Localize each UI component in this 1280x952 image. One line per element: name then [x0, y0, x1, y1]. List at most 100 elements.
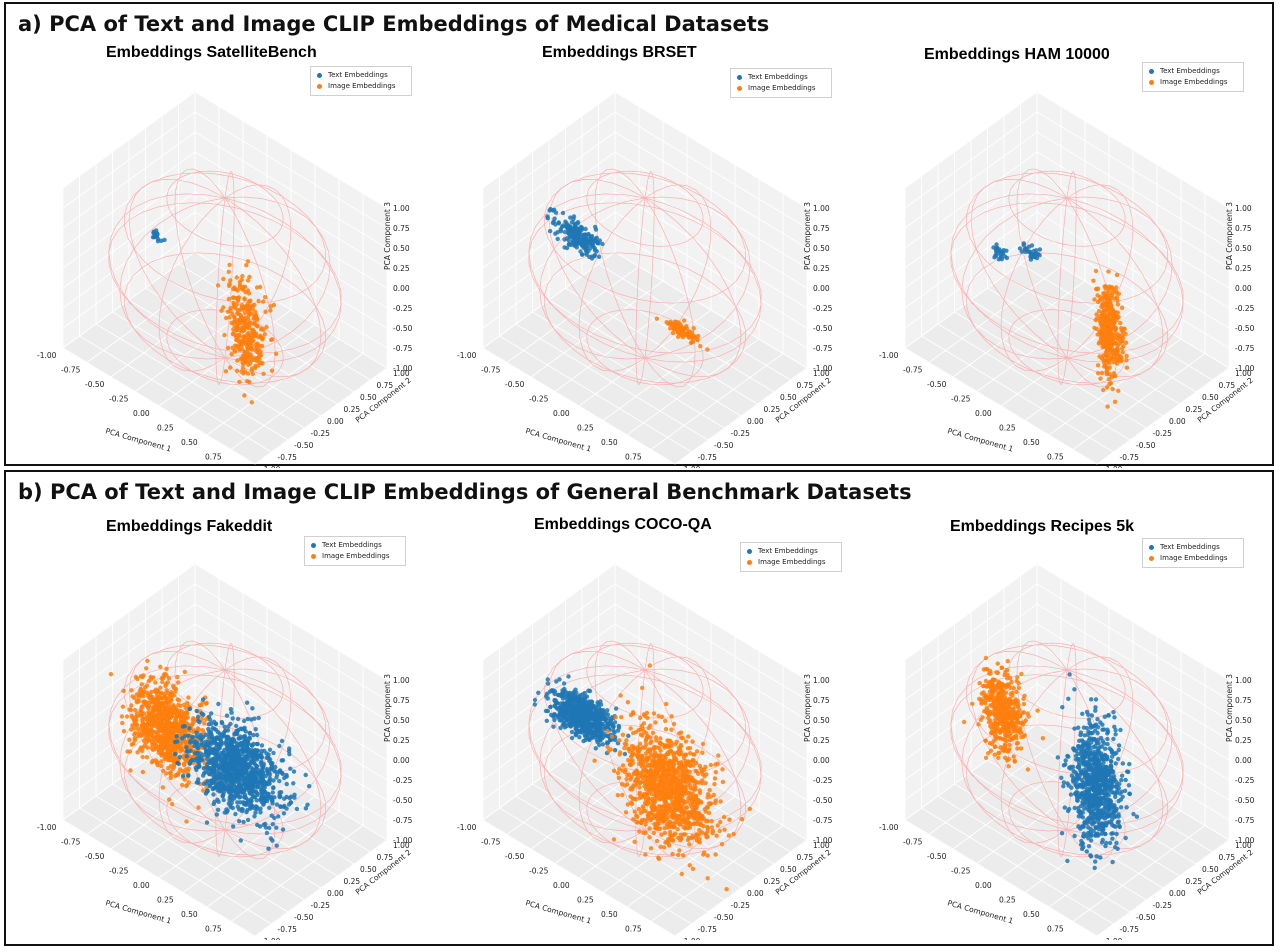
scatter-point [654, 738, 659, 743]
scatter-point [686, 795, 691, 801]
scatter-point [254, 798, 259, 803]
scatter-point [246, 291, 252, 296]
y-tick-label: 0.75 [377, 381, 394, 390]
legend-label: Image Embeddings [748, 84, 816, 92]
scatter-point [196, 777, 201, 782]
scatter-point [250, 328, 256, 334]
scatter-point [214, 812, 219, 817]
scatter-point [174, 734, 179, 739]
chart-panel: -1.00-1.00-1.00-0.75-0.75-0.75-0.50-0.50… [430, 510, 842, 940]
scatter-point [705, 347, 710, 352]
scatter-point [691, 807, 696, 813]
scatter-point [221, 797, 226, 803]
scatter-point [692, 816, 697, 821]
scatter-point [190, 721, 195, 726]
scatter-point [259, 326, 264, 331]
scatter-point [552, 691, 557, 697]
scatter-point [214, 774, 219, 779]
legend-label: Image Embeddings [328, 82, 396, 90]
scatter-point [1100, 325, 1106, 331]
scatter-point [225, 741, 231, 747]
y-tick-label: -1.00 [1103, 465, 1123, 468]
scatter-point [164, 666, 169, 672]
scatter-point [605, 708, 610, 713]
scatter-point [262, 748, 267, 754]
scatter-point [168, 770, 173, 775]
scatter-point [242, 328, 247, 333]
scatter-point [1120, 350, 1125, 355]
scatter-point [220, 721, 225, 726]
scatter-point [594, 235, 599, 240]
y-tick-label: 0.75 [1219, 381, 1236, 390]
y-tick-label: -0.75 [698, 453, 718, 462]
scatter-point [593, 224, 598, 230]
scatter-point [157, 720, 163, 725]
scatter-point [178, 714, 183, 719]
series-text-embeddings [545, 206, 605, 261]
scatter-point [242, 297, 247, 302]
scatter-point [264, 755, 269, 760]
scatter-point [142, 724, 147, 729]
scatter-point [715, 823, 720, 828]
scatter-point [269, 368, 275, 373]
x-tick-label: -0.25 [109, 867, 129, 876]
scatter-point [228, 365, 233, 370]
scatter-point [670, 773, 676, 778]
scatter-point [658, 736, 663, 741]
scatter-point [636, 806, 642, 812]
scatter-point [651, 807, 656, 813]
scatter-point [599, 736, 605, 741]
scatter-point [1029, 243, 1035, 248]
scatter-point [570, 233, 576, 239]
scatter-point [164, 771, 169, 776]
scatter-point [229, 710, 234, 715]
scatter-point [573, 726, 578, 732]
x-tick-label: -1.00 [457, 351, 477, 360]
scatter-point [215, 283, 221, 288]
z-tick-label: -0.75 [1235, 344, 1255, 353]
scatter-point [675, 750, 680, 755]
scatter-point [595, 709, 600, 714]
scatter-point [569, 729, 575, 735]
chart-title: Embeddings HAM 10000 [924, 46, 1110, 63]
scatter-point [532, 697, 538, 703]
scatter-point [180, 720, 185, 726]
scatter-point [209, 748, 214, 753]
scatter-point [1107, 326, 1112, 332]
scatter-point [597, 238, 602, 243]
scatter-point [173, 739, 178, 745]
scatter-point [250, 354, 255, 360]
y-tick-label: 0.00 [747, 417, 764, 426]
scatter-point [235, 728, 240, 734]
z-axis-label: PCA Component 3 [383, 202, 392, 270]
scatter-point [235, 742, 241, 748]
scatter-point [203, 750, 209, 755]
scatter-point [244, 700, 250, 705]
scatter-point [717, 828, 722, 834]
scatter-point [243, 340, 249, 345]
scatter-point [682, 318, 687, 323]
scatter-point [643, 738, 648, 744]
scatter-point [1119, 346, 1125, 351]
scatter-point [670, 851, 675, 857]
scatter-point [659, 807, 664, 812]
scatter-point [561, 681, 567, 686]
scatter-point [671, 322, 676, 327]
scatter-point [576, 698, 581, 704]
scatter-point [665, 738, 670, 743]
scatter-point [676, 760, 682, 765]
scatter-point [708, 794, 713, 799]
scatter-point [237, 338, 242, 343]
scatter-point [559, 718, 564, 723]
scatter-point [681, 755, 687, 761]
scatter-point [271, 750, 276, 756]
z-tick-label: -0.75 [393, 816, 413, 825]
scatter-point [589, 234, 595, 239]
scatter-point [605, 712, 611, 717]
scatter-point [247, 730, 253, 736]
scatter-point [222, 760, 227, 765]
scatter-point [631, 730, 636, 736]
scatter-point [610, 724, 616, 729]
x-tick-label: -0.75 [61, 366, 81, 375]
scatter-point [562, 245, 567, 250]
